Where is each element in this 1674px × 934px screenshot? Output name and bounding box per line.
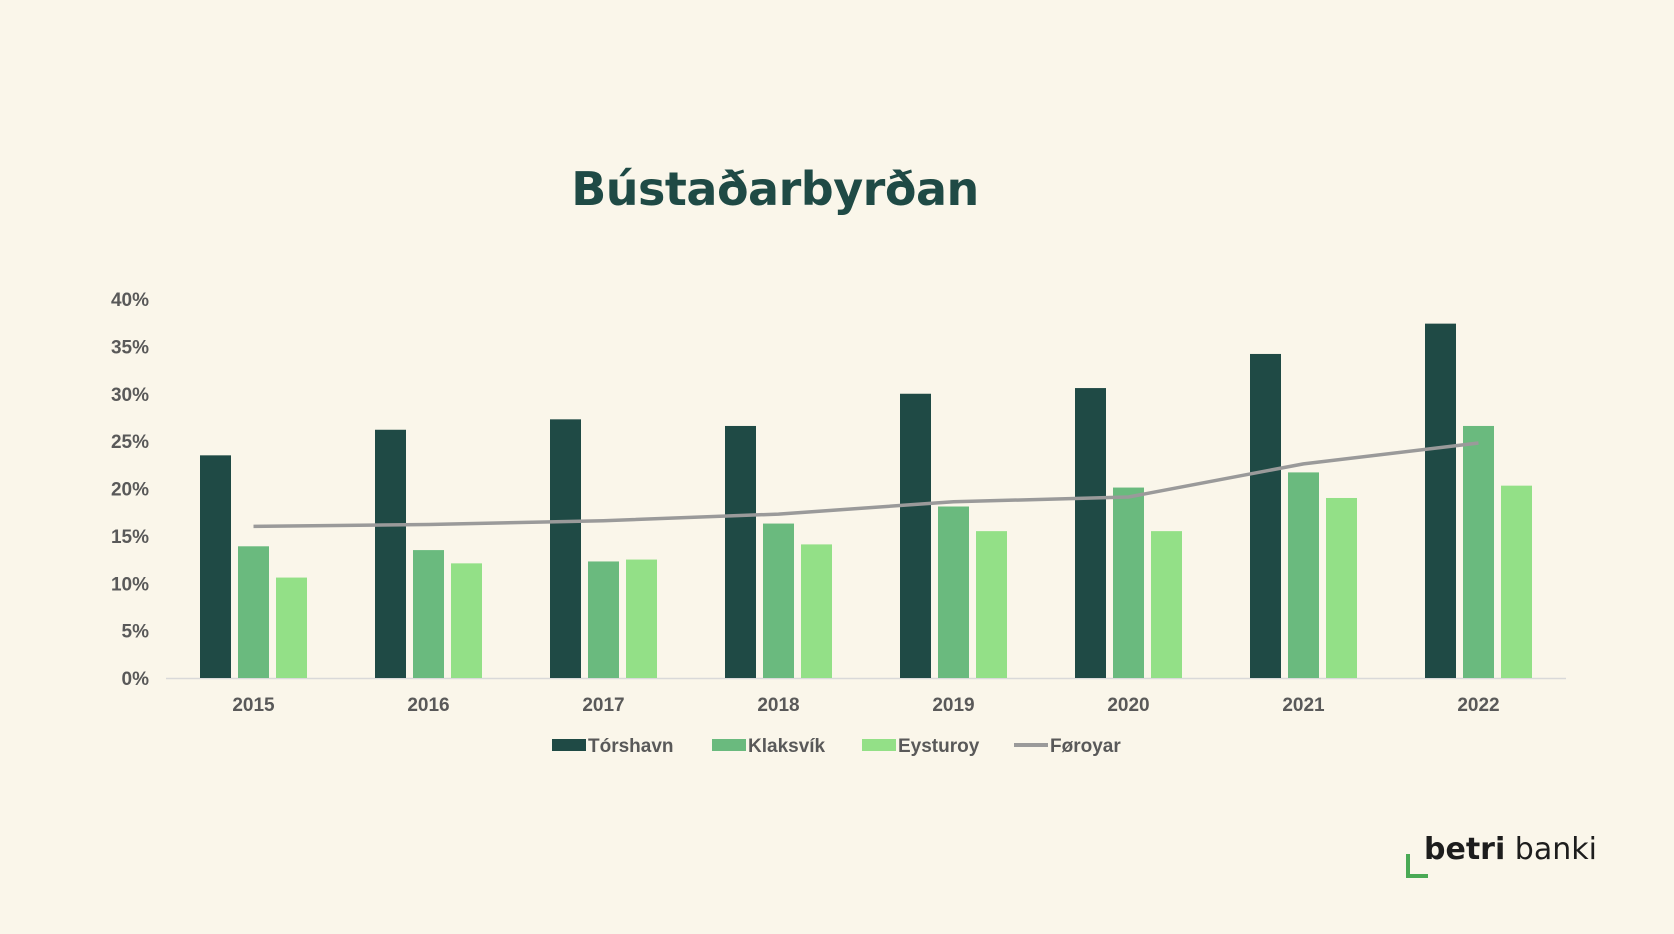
legend-label-eysturoy: Eysturoy — [898, 736, 980, 757]
bar-eysturoy-2020 — [1151, 531, 1182, 678]
x-tick-label: 2021 — [1282, 695, 1325, 716]
bar-klaksvík-2015 — [238, 546, 269, 678]
bar-tórshavn-2019 — [900, 393, 931, 678]
legend-label-føroyar: Føroyar — [1050, 736, 1121, 757]
bar-tórshavn-2017 — [550, 419, 581, 678]
y-tick-label: 40% — [111, 290, 149, 311]
logo-wordmark-bold: betri — [1424, 832, 1506, 867]
y-tick-label: 10% — [111, 574, 149, 595]
bar-klaksvík-2022 — [1463, 425, 1494, 678]
y-tick-label: 5% — [122, 622, 150, 643]
bar-klaksvík-2021 — [1288, 472, 1319, 678]
x-tick-label: 2018 — [757, 695, 799, 716]
logo-bracket-icon — [1406, 854, 1428, 878]
x-tick-label: 2016 — [407, 695, 449, 716]
bar-tórshavn-2018 — [725, 425, 756, 678]
line-føroyar — [253, 441, 1479, 529]
legend-swatch-eysturoy — [862, 739, 896, 751]
legend-swatch-klaksvík — [712, 739, 746, 751]
bar-eysturoy-2017 — [626, 559, 657, 678]
betri-banki-logo: betri banki — [1406, 832, 1597, 882]
bar-eysturoy-2016 — [451, 563, 482, 678]
logo-wordmark: betri banki — [1424, 832, 1597, 867]
y-tick-label: 20% — [111, 480, 149, 501]
bar-eysturoy-2022 — [1501, 485, 1532, 678]
bar-eysturoy-2021 — [1326, 497, 1357, 678]
bar-tórshavn-2022 — [1425, 323, 1456, 678]
bar-tórshavn-2021 — [1250, 353, 1281, 678]
x-tick-label: 2015 — [232, 695, 275, 716]
y-tick-label: 0% — [122, 669, 150, 690]
y-tick-label: 35% — [111, 337, 149, 358]
bar-eysturoy-2019 — [976, 531, 1007, 678]
bar-eysturoy-2018 — [801, 544, 832, 678]
bar-klaksvík-2017 — [588, 561, 619, 678]
logo-wordmark-regular: banki — [1505, 832, 1597, 867]
x-tick-label: 2017 — [582, 695, 624, 716]
x-tick-label: 2019 — [932, 695, 974, 716]
legend-label-tórshavn: Tórshavn — [588, 736, 674, 757]
bar-klaksvík-2020 — [1113, 487, 1144, 678]
bar-klaksvík-2018 — [763, 523, 794, 678]
chart-title: Bústaðarbyrðan — [571, 162, 979, 216]
bar-tórshavn-2020 — [1075, 388, 1106, 678]
bar-eysturoy-2015 — [276, 577, 307, 678]
y-tick-label: 25% — [111, 432, 149, 453]
y-tick-label: 15% — [111, 527, 149, 548]
legend-label-klaksvík: Klaksvík — [748, 736, 826, 757]
legend-swatch-tórshavn — [552, 739, 586, 751]
x-tick-label: 2022 — [1457, 695, 1499, 716]
bar-tórshavn-2016 — [375, 429, 406, 678]
bar-klaksvík-2019 — [938, 506, 969, 678]
bar-klaksvík-2016 — [413, 550, 444, 678]
bar-tórshavn-2015 — [200, 455, 231, 678]
y-tick-label: 30% — [111, 385, 149, 406]
x-tick-label: 2020 — [1107, 695, 1149, 716]
